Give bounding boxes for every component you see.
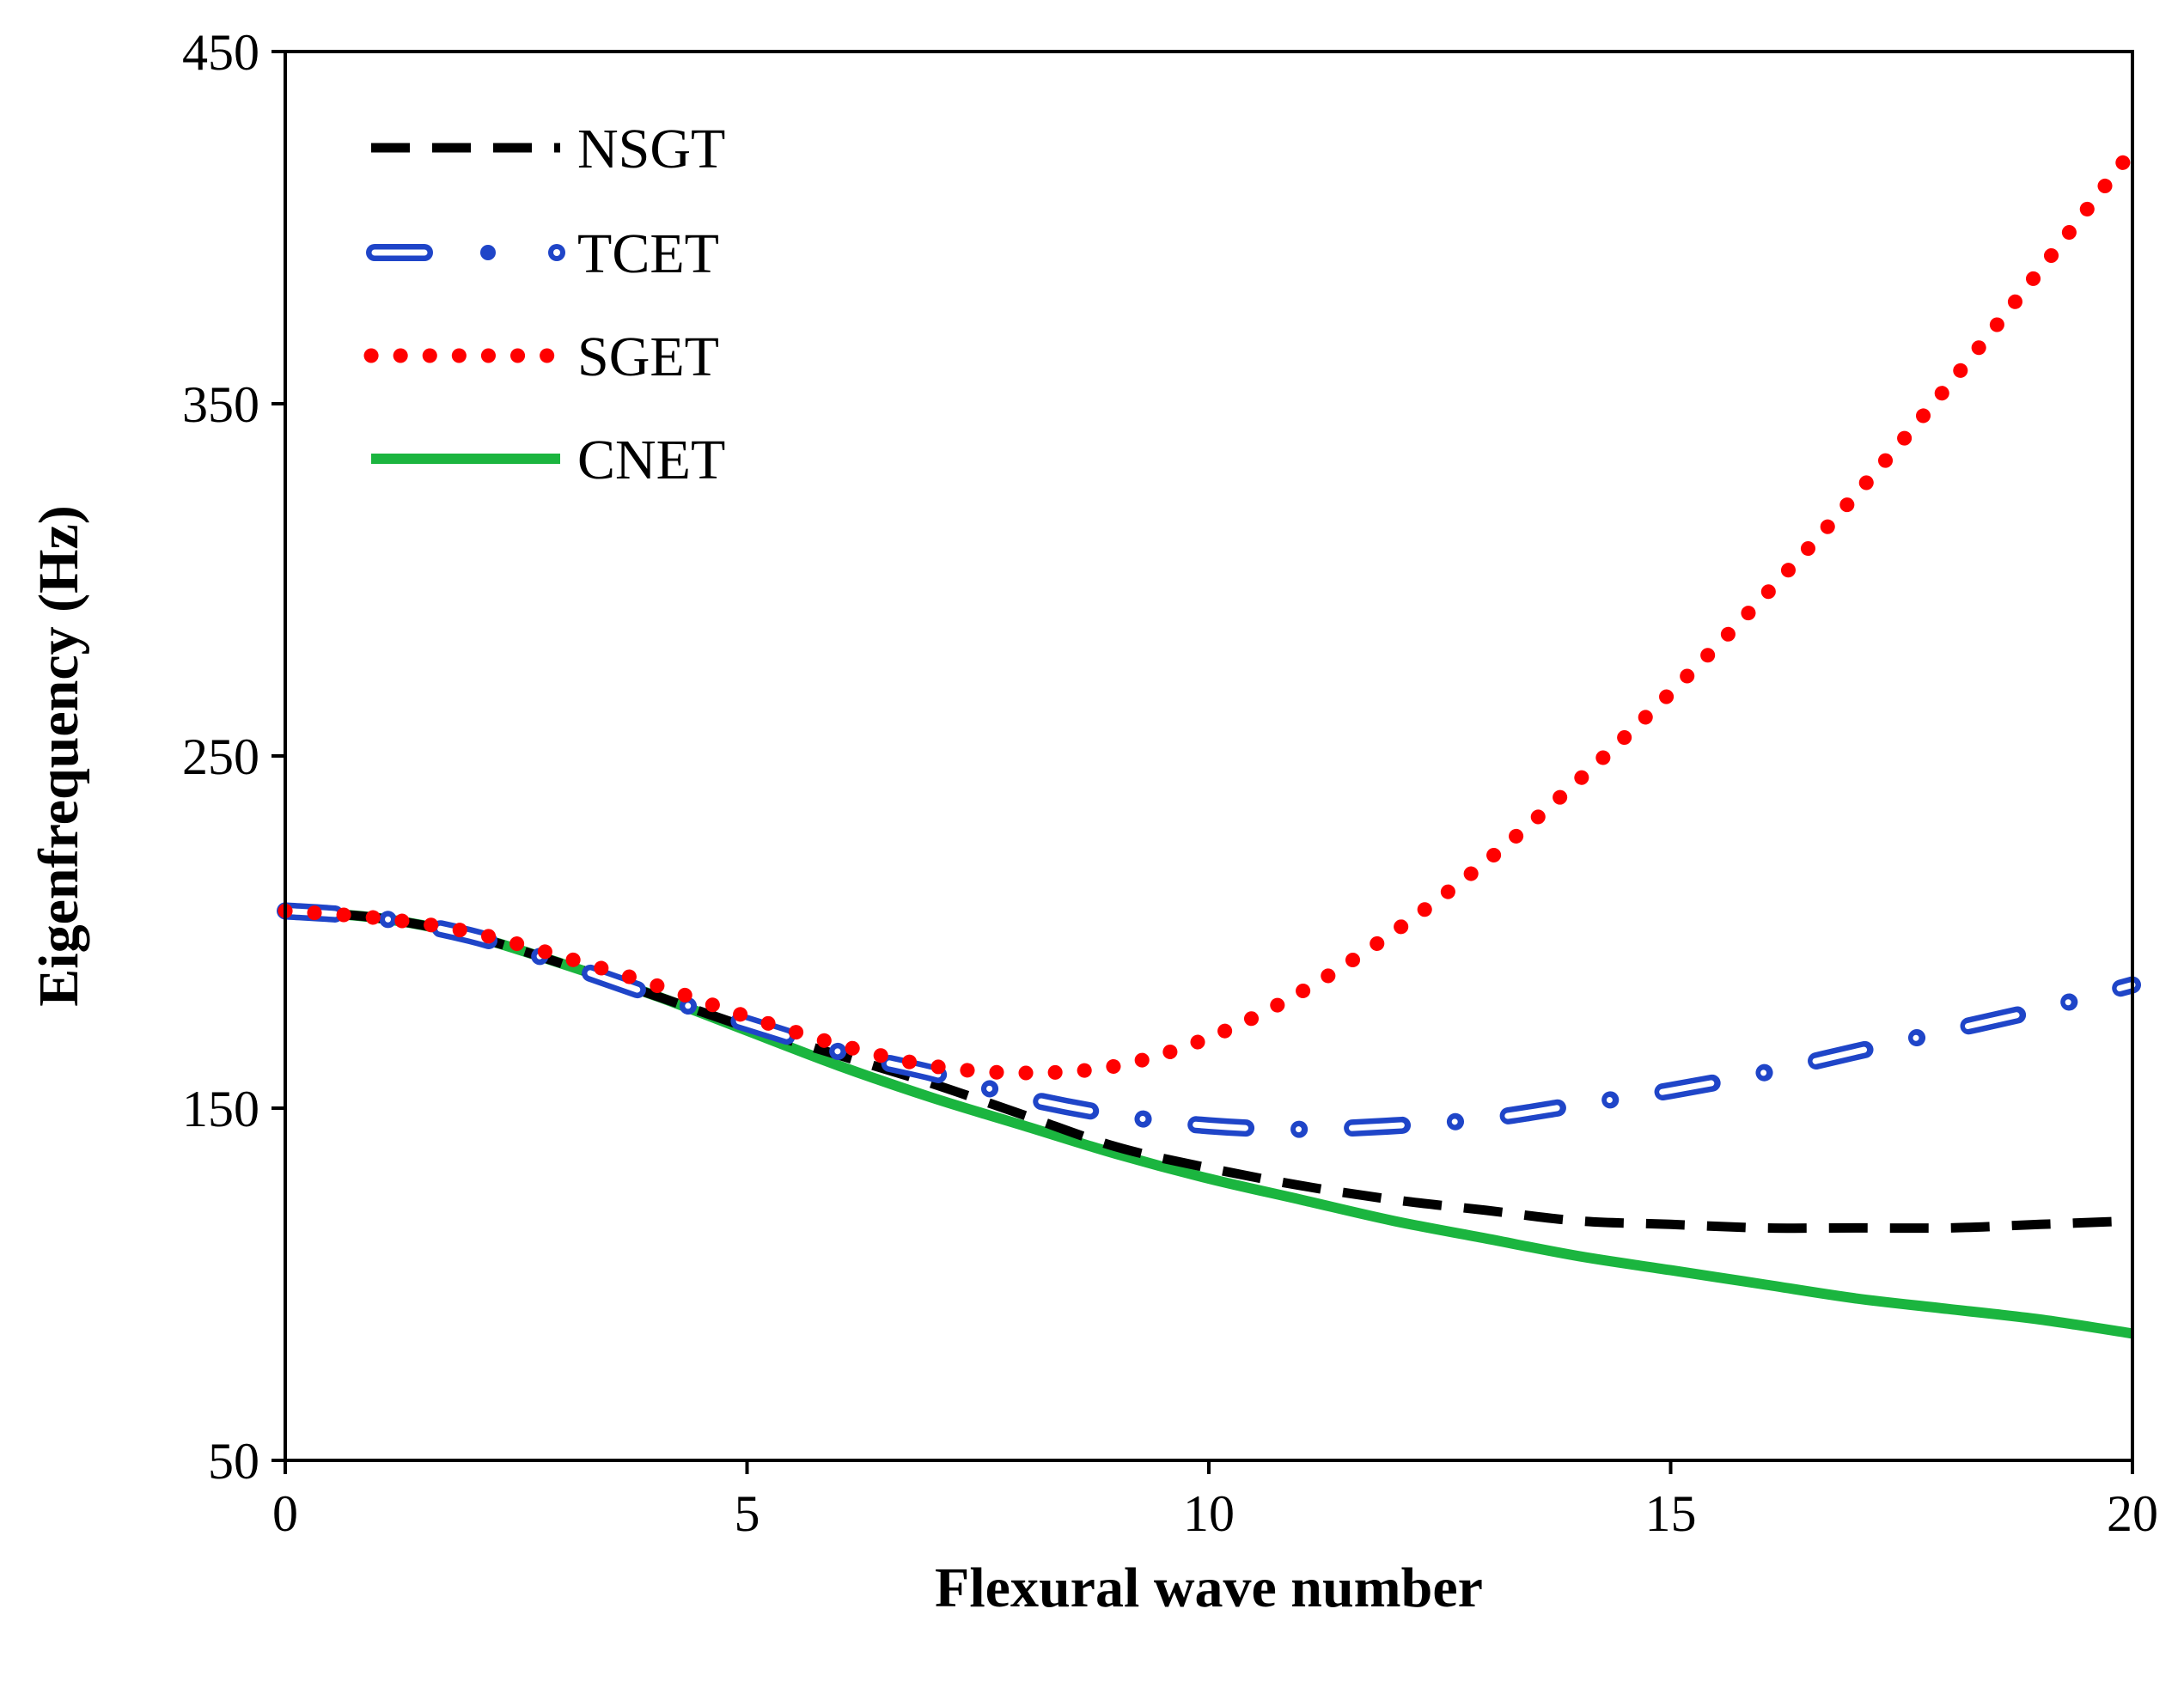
- legend-item-nsgt: NSGT: [371, 118, 725, 180]
- series-sget: [278, 143, 2140, 1081]
- legend-item-tcet: TCET: [366, 222, 719, 285]
- tick-layer: 0 5 10 15 20 50 150 250 350 450: [182, 24, 2158, 1542]
- x-axis-title: Flexural wave number: [935, 1557, 1483, 1619]
- series-line-tcet-hollow: [282, 907, 2136, 1133]
- x-tick-label: 5: [735, 1485, 760, 1542]
- series-tcet: [277, 902, 2141, 1138]
- x-tick-label: 20: [2107, 1485, 2158, 1542]
- y-tick-label: 150: [182, 1081, 259, 1137]
- legend-label-sget: SGET: [577, 326, 719, 388]
- x-tick-label: 0: [272, 1485, 298, 1542]
- legend-label-tcet: TCET: [577, 222, 719, 285]
- y-axis-title: Eigenfrequency (Hz): [27, 505, 90, 1007]
- x-tick-label: 10: [1183, 1485, 1235, 1542]
- legend-swatch-tcet-end-hollow: [553, 249, 560, 256]
- legend-item-sget: SGET: [363, 326, 719, 388]
- series-line-sget: [278, 143, 2140, 1081]
- legend-label-nsgt: NSGT: [577, 118, 725, 180]
- legend: NSGT TCET SGET CNET: [363, 118, 725, 491]
- series-layer: [277, 143, 2141, 1339]
- y-tick-label: 50: [208, 1433, 259, 1490]
- legend-swatch-tcet-dot: [480, 245, 496, 260]
- legend-label-cnet: CNET: [577, 429, 725, 491]
- y-tick-label: 350: [182, 376, 259, 433]
- legend-item-cnet: CNET: [371, 429, 725, 491]
- y-tick-label: 250: [182, 728, 259, 785]
- x-tick-label: 15: [1645, 1485, 1697, 1542]
- y-tick-label: 450: [182, 24, 259, 81]
